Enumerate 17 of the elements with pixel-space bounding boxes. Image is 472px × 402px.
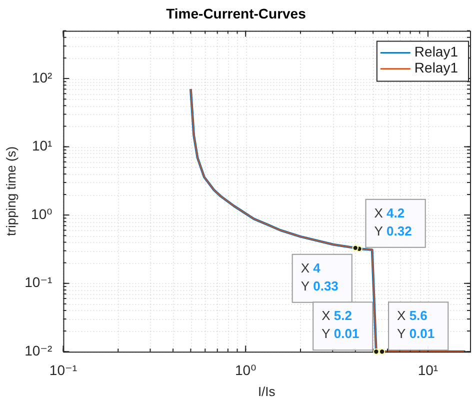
annotation: X 5.6 Y 0.01	[397, 308, 435, 342]
y-tick-label: 10⁻¹	[24, 274, 53, 290]
annotation: X 5.2 Y 0.01	[322, 308, 360, 342]
legend-label: Relay1	[414, 44, 458, 60]
x-tick-label: 10⁰	[235, 362, 257, 378]
y-tick-label: 10⁻²	[24, 342, 53, 358]
legend-label: Relay1	[414, 60, 458, 76]
y-axis-title: tripping time (s)	[3, 146, 18, 236]
x-tick-label: 10¹	[418, 362, 438, 378]
annotation: X 4.2 Y 0.32	[374, 205, 412, 238]
x-axis-title: I/Is	[258, 384, 276, 399]
annotation: X 4 Y 0.33	[300, 260, 338, 294]
y-tick-label: 10⁰	[31, 206, 53, 222]
chart-title: Time-Current-Curves	[166, 5, 306, 22]
x-tick-label: 10⁻¹	[49, 362, 78, 378]
y-tick-label: 10¹	[32, 138, 53, 154]
y-tick-label: 10²	[32, 69, 53, 86]
